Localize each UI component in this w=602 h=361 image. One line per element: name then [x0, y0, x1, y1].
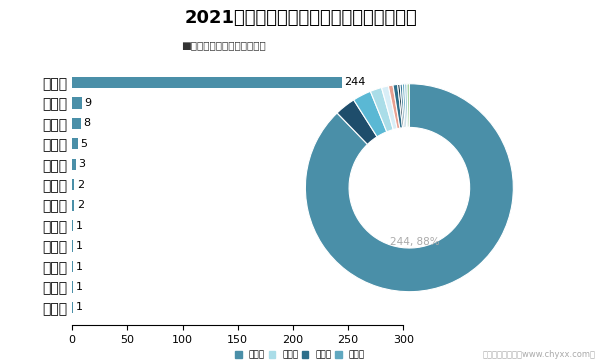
- Text: 1: 1: [76, 241, 82, 251]
- Bar: [72, 240, 73, 252]
- Text: 9: 9: [84, 98, 92, 108]
- Bar: [72, 77, 341, 88]
- Legend: 广东省, 上海市, 安徽省, 河北省, 北京市, 江苏省, 云南省, 浙江省, 江西省, 山西省, 贵州省, 吉林省: 广东省, 上海市, 安徽省, 河北省, 北京市, 江苏省, 云南省, 浙江省, …: [232, 347, 368, 361]
- Text: 1: 1: [76, 303, 82, 313]
- Bar: [72, 302, 73, 313]
- Wedge shape: [382, 86, 397, 130]
- Text: 制图：智研咨询（www.chyxx.com）: 制图：智研咨询（www.chyxx.com）: [483, 350, 596, 359]
- Text: ■机器视觉新增企业数量：家: ■机器视觉新增企业数量：家: [181, 40, 265, 50]
- Text: 1: 1: [76, 221, 82, 231]
- Wedge shape: [402, 84, 406, 127]
- Text: 1: 1: [76, 282, 82, 292]
- Text: 2021年中国机器视觉新增企业数量省市分布: 2021年中国机器视觉新增企业数量省市分布: [185, 9, 417, 27]
- Wedge shape: [393, 84, 403, 128]
- Bar: [72, 200, 75, 211]
- Wedge shape: [370, 88, 393, 132]
- Text: 5: 5: [80, 139, 87, 149]
- Wedge shape: [388, 85, 400, 129]
- Text: 244, 88%: 244, 88%: [389, 237, 439, 247]
- Text: 3: 3: [78, 159, 85, 169]
- Text: 1: 1: [76, 261, 82, 271]
- Bar: [72, 138, 78, 149]
- Bar: [72, 118, 81, 129]
- Wedge shape: [400, 84, 405, 128]
- Text: 2: 2: [76, 180, 84, 190]
- Text: 244: 244: [344, 77, 365, 87]
- Wedge shape: [305, 84, 514, 292]
- Wedge shape: [407, 84, 409, 127]
- Bar: [72, 179, 75, 190]
- Bar: [72, 220, 73, 231]
- Wedge shape: [405, 84, 408, 127]
- Wedge shape: [398, 84, 404, 128]
- Text: 8: 8: [83, 118, 90, 129]
- Wedge shape: [354, 91, 386, 137]
- Bar: [72, 158, 76, 170]
- Text: 2: 2: [76, 200, 84, 210]
- Bar: [72, 97, 82, 109]
- Bar: [72, 261, 73, 272]
- Bar: [72, 281, 73, 293]
- Wedge shape: [337, 100, 377, 144]
